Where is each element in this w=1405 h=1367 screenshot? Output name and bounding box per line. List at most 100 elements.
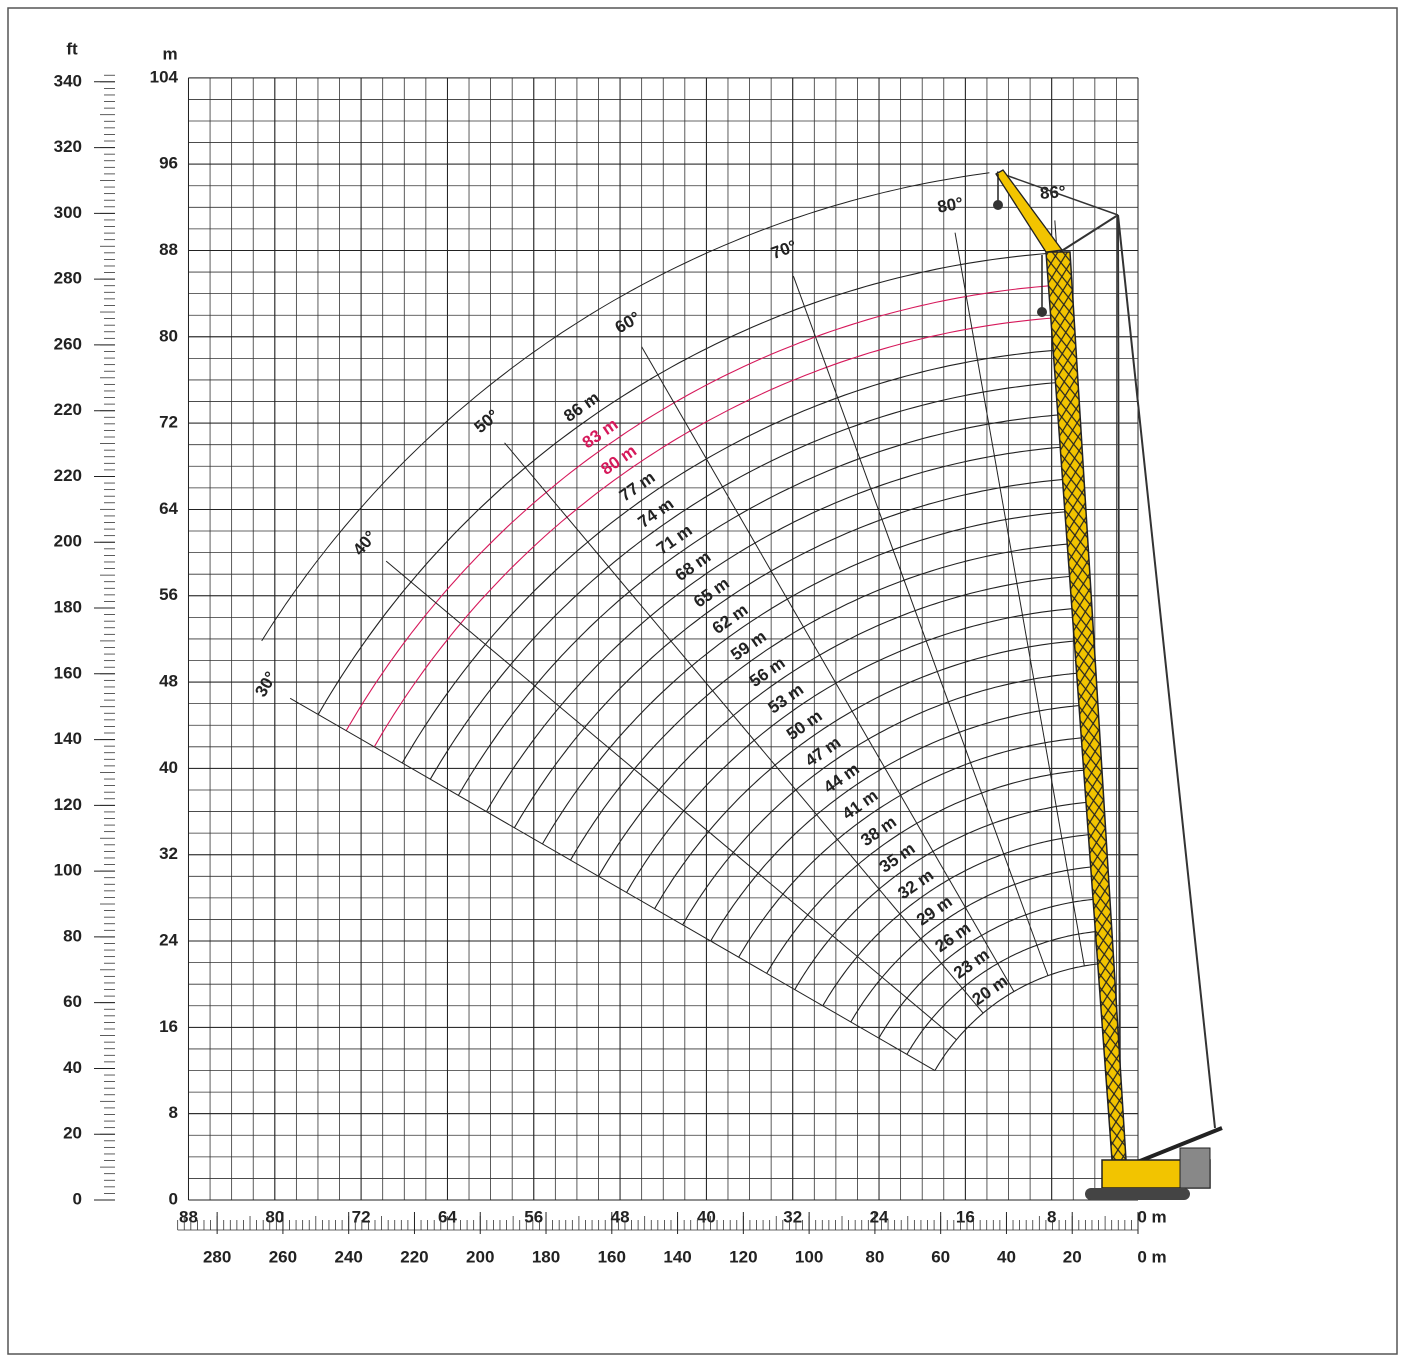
boom-angle-line bbox=[504, 442, 984, 1014]
boom-angle-line bbox=[792, 275, 1049, 976]
hook bbox=[993, 200, 1003, 210]
x-tick-label: 72 bbox=[352, 1207, 371, 1226]
boom-length-arc bbox=[878, 898, 1103, 1039]
boom-length-arc bbox=[766, 768, 1094, 974]
boom-length-arc bbox=[710, 704, 1089, 942]
boom-length-arc bbox=[513, 478, 1073, 828]
ft-tick-label: 160 bbox=[54, 663, 82, 682]
y-tick-label: 16 bbox=[159, 1017, 178, 1036]
boom-length-label: 80 m bbox=[597, 441, 640, 479]
ft-tick-label: 0 m bbox=[1137, 1247, 1166, 1266]
ft-tick-label: 100 bbox=[795, 1247, 823, 1266]
crawler-track bbox=[1085, 1188, 1190, 1200]
boom-length-arc bbox=[850, 865, 1101, 1023]
y-tick-label: 80 bbox=[159, 326, 178, 345]
boom-angle-line bbox=[954, 232, 1085, 966]
main-boom bbox=[1045, 251, 1127, 1161]
ft-tick-label: 40 bbox=[63, 1058, 82, 1077]
boom-angle-label: 70° bbox=[768, 236, 799, 263]
boom-length-arc bbox=[542, 510, 1076, 845]
boom-length-arc bbox=[429, 381, 1067, 780]
boom-length-arc bbox=[794, 801, 1096, 990]
boom-angle-line bbox=[385, 560, 957, 1041]
boom-length-label: 77 m bbox=[616, 468, 659, 506]
frame bbox=[7, 7, 1398, 1355]
counterweight bbox=[1179, 1147, 1211, 1189]
y-tick-label: 64 bbox=[159, 499, 178, 518]
boom-length-arc bbox=[626, 607, 1082, 893]
y-tick-label: 88 bbox=[159, 240, 178, 259]
boom-length-arc bbox=[317, 252, 1058, 715]
derrick bbox=[1129, 1126, 1223, 1167]
boom-length-arc bbox=[485, 445, 1071, 812]
y-tick-label: 72 bbox=[159, 413, 178, 432]
hook bbox=[1037, 307, 1047, 317]
ft-tick-label: 180 bbox=[54, 598, 82, 617]
boom-length-label: 41 m bbox=[839, 786, 882, 824]
boom-length-label: 56 m bbox=[746, 653, 789, 691]
ft-tick-label: 120 bbox=[729, 1247, 757, 1266]
ft-tick-label: 220 bbox=[54, 400, 82, 419]
boom-length-arc bbox=[682, 671, 1087, 926]
jib bbox=[995, 169, 1064, 253]
boom-length-arc bbox=[906, 930, 1105, 1055]
ft-tick-label: 100 bbox=[54, 861, 82, 880]
strut bbox=[1059, 214, 1119, 253]
boom-length-label: 23 m bbox=[950, 945, 993, 983]
boom-angle-label: 50° bbox=[471, 406, 503, 437]
y-tick-label: 32 bbox=[159, 844, 178, 863]
boom-length-arc bbox=[934, 962, 1107, 1071]
boom-length-label: 65 m bbox=[690, 574, 733, 612]
ft-tick-label: 280 bbox=[54, 269, 82, 288]
ft-tick-label: 240 bbox=[335, 1247, 363, 1266]
x-tick-label: 0 m bbox=[1137, 1207, 1166, 1226]
boom-length-arc bbox=[654, 639, 1085, 909]
y-tick-label: 24 bbox=[159, 931, 178, 950]
ft-tick-label: 40 bbox=[997, 1247, 1016, 1266]
x-tick-label: 56 bbox=[524, 1207, 543, 1226]
y-tick-label: 56 bbox=[159, 585, 178, 604]
ft-tick-label: 80 bbox=[63, 926, 82, 945]
ft-tick-label: 200 bbox=[466, 1247, 494, 1266]
boom-length-label: 83 m bbox=[579, 414, 622, 452]
ft-tick-label: 60 bbox=[931, 1247, 950, 1266]
boom-length-label: 26 m bbox=[932, 918, 975, 956]
boom-length-label: 47 m bbox=[802, 733, 845, 771]
ft-tick-label: 260 bbox=[269, 1247, 297, 1266]
boom-length-arc bbox=[457, 413, 1069, 796]
boom-angle-line bbox=[289, 697, 936, 1071]
ft-tick-label: 160 bbox=[598, 1247, 626, 1266]
ft-tick-label: 260 bbox=[54, 334, 82, 353]
y-tick-label: 104 bbox=[150, 67, 179, 86]
pendant-line bbox=[1117, 214, 1216, 1129]
boom-length-arc bbox=[822, 833, 1098, 1007]
ft-tick-label: 280 bbox=[203, 1247, 231, 1266]
boom-length-label: 74 m bbox=[635, 494, 678, 532]
boom-length-arc bbox=[401, 349, 1064, 764]
ft-tick-label: 300 bbox=[54, 203, 82, 222]
m-axis-title: m bbox=[162, 44, 177, 63]
ft-tick-label: 80 bbox=[865, 1247, 884, 1266]
ft-tick-label: 220 bbox=[54, 466, 82, 485]
ft-tick-label: 20 bbox=[63, 1124, 82, 1143]
boom-length-arc bbox=[570, 542, 1078, 861]
ft-tick-label: 180 bbox=[532, 1247, 560, 1266]
jib-envelope bbox=[261, 172, 990, 642]
ft-tick-label: 0 bbox=[73, 1189, 82, 1208]
ft-tick-label: 20 bbox=[1063, 1247, 1082, 1266]
ft-tick-label: 120 bbox=[54, 795, 82, 814]
boom-length-arc bbox=[345, 284, 1060, 731]
ft-tick-label: 220 bbox=[400, 1247, 428, 1266]
boom-angle-line bbox=[641, 346, 1015, 992]
crane bbox=[993, 169, 1223, 1200]
boom-length-label: 44 m bbox=[820, 759, 863, 797]
y-tick-label: 40 bbox=[159, 758, 178, 777]
jib-stay bbox=[996, 171, 1119, 216]
x-tick-label: 16 bbox=[956, 1207, 975, 1226]
ft-tick-label: 320 bbox=[54, 137, 82, 156]
ft-tick-label: 200 bbox=[54, 532, 82, 551]
y-tick-label: 8 bbox=[169, 1103, 178, 1122]
boom-length-label: 86 m bbox=[560, 388, 603, 426]
